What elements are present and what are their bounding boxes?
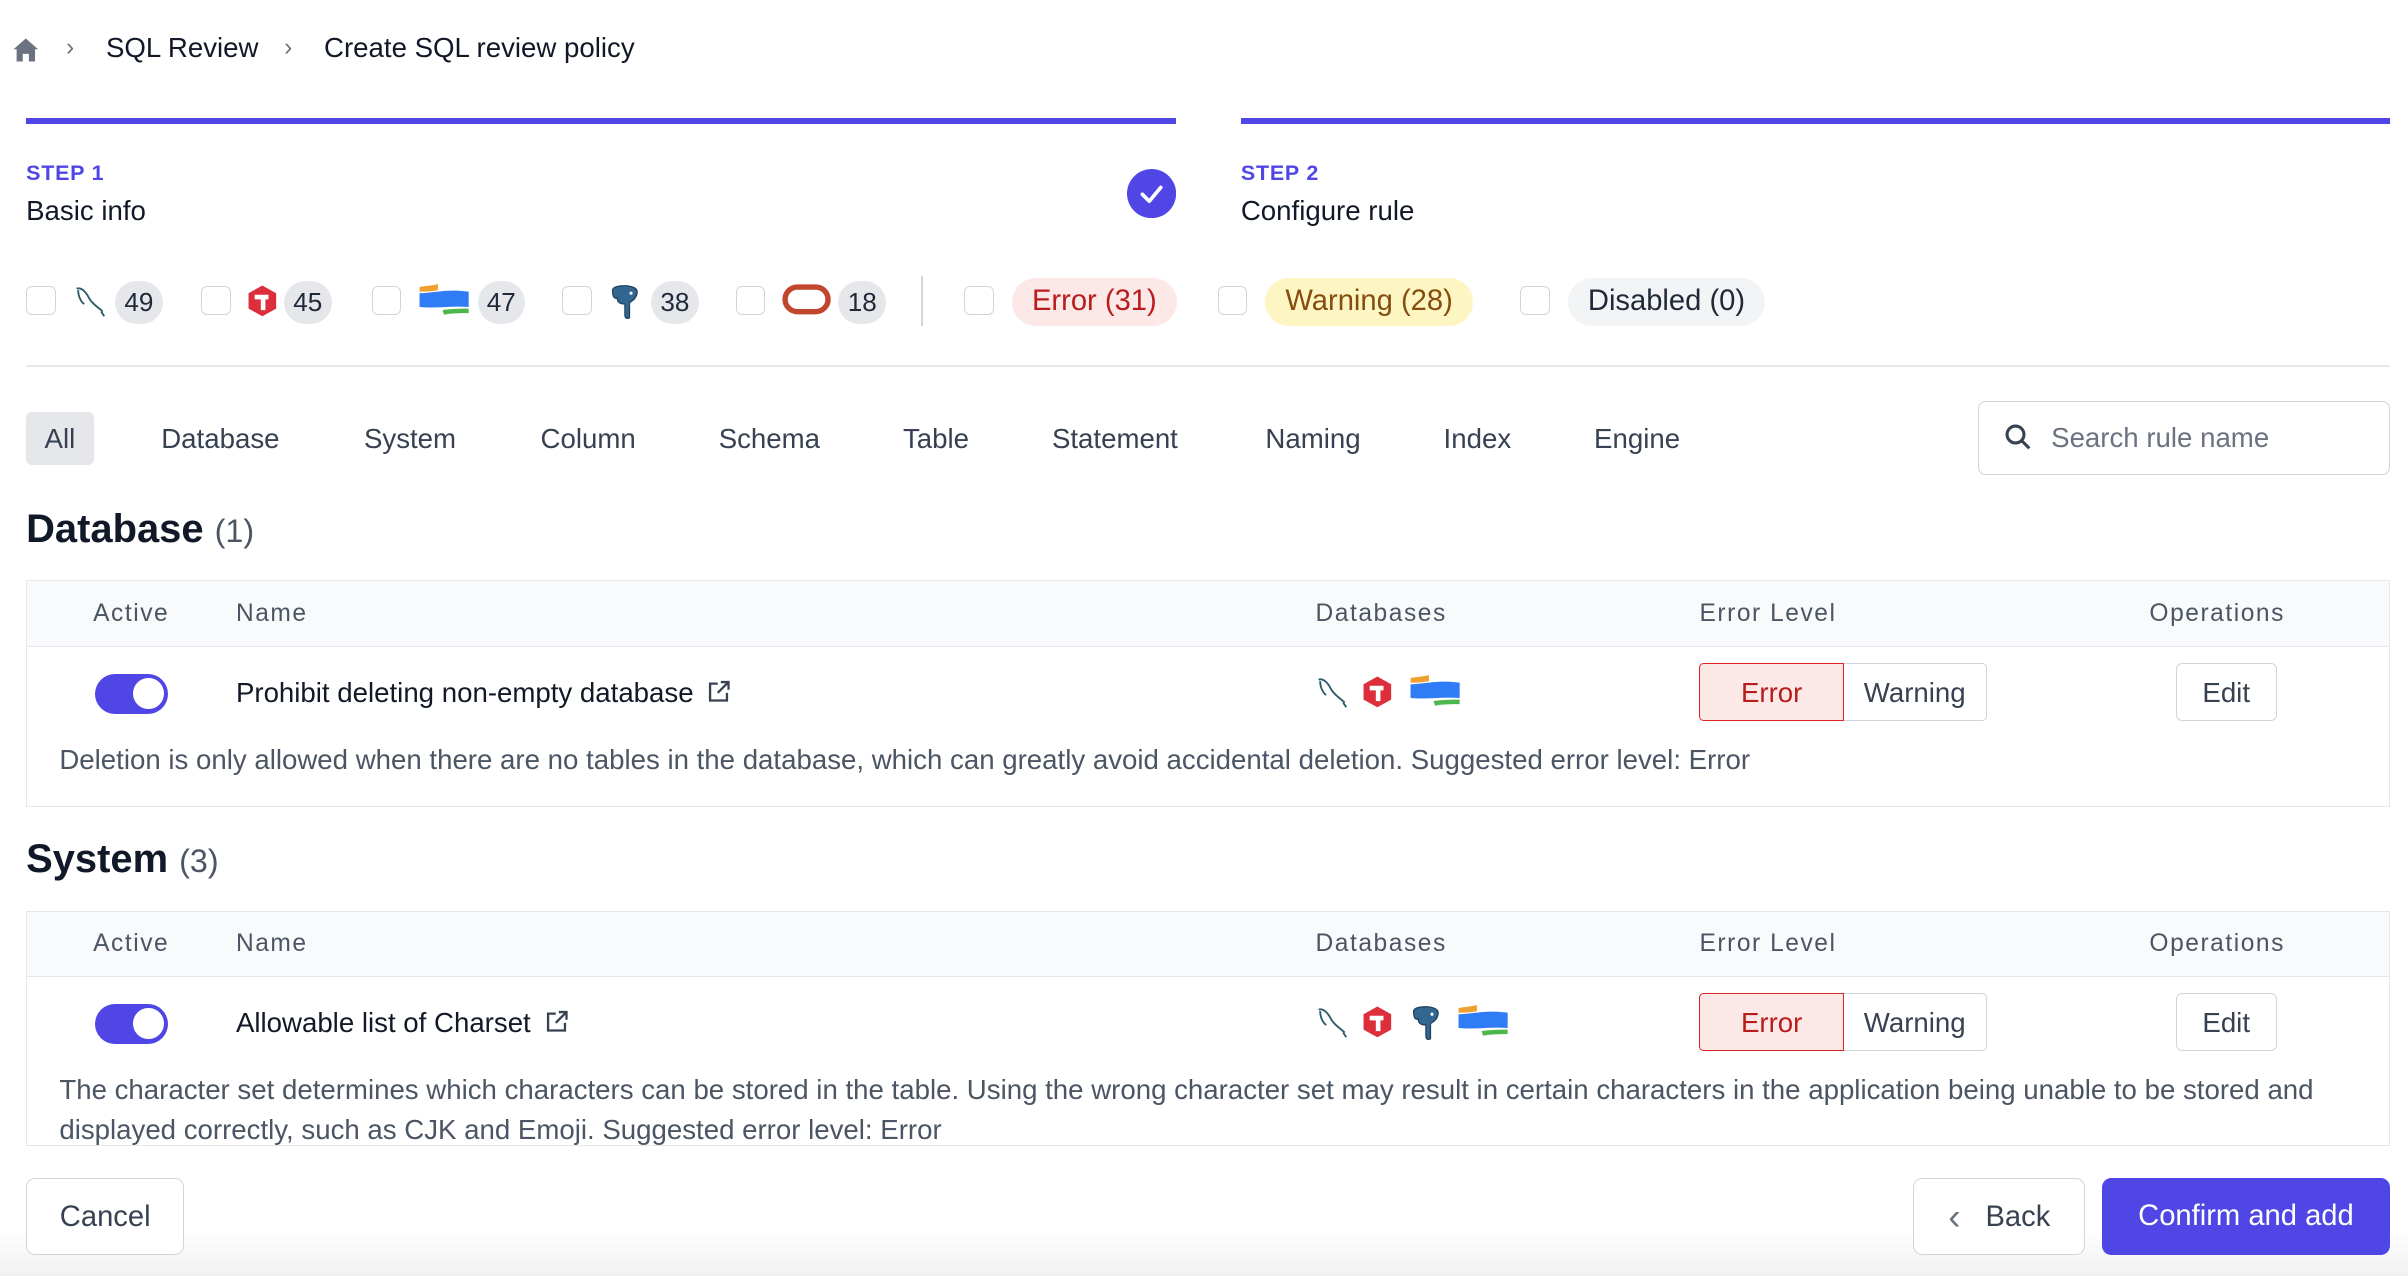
rules-table: Active Name Databases Error Level Operations… — [26, 580, 2390, 807]
oceanbase-icon — [1457, 1005, 1509, 1043]
divider — [26, 365, 2390, 368]
chevron-right-icon: › — [66, 33, 75, 61]
error-level-error-button[interactable]: Error — [1699, 662, 1844, 722]
col-active: Active — [93, 930, 170, 958]
tab-engine[interactable]: Engine — [1594, 422, 1681, 454]
back-button[interactable]: ‹ Back — [1913, 1177, 2086, 1255]
col-error-level: Error Level — [1699, 599, 1837, 627]
col-operations: Operations — [2149, 599, 2285, 627]
check-circle-icon — [1127, 168, 1177, 219]
col-databases: Databases — [1315, 599, 1447, 627]
rule-description: The character set determines which chara… — [59, 1073, 2314, 1145]
active-toggle[interactable] — [94, 1003, 169, 1044]
mysql-icon — [1314, 675, 1348, 716]
error-level-warning-button[interactable]: Warning — [1843, 662, 1987, 722]
table-header: Active Name Databases Error Level Operations — [27, 581, 2389, 647]
disabled-filter-checkbox[interactable] — [1520, 285, 1550, 316]
postgres-count-badge: 38 — [651, 281, 699, 325]
col-name: Name — [235, 599, 308, 627]
active-toggle[interactable] — [94, 673, 169, 714]
step1-title[interactable]: Basic info — [26, 195, 146, 227]
postgres-icon — [608, 284, 642, 328]
mysql-icon — [72, 284, 106, 325]
oceanbase-icon — [1409, 675, 1461, 713]
edit-button[interactable]: Edit — [2175, 662, 2277, 722]
section-count: (1) — [214, 512, 255, 549]
chevron-left-icon: ‹ — [1948, 1195, 1961, 1237]
edit-button[interactable]: Edit — [2175, 993, 2277, 1052]
oceanbase-filter-checkbox[interactable] — [371, 285, 402, 316]
disabled-filter-badge[interactable]: Disabled (0) — [1567, 277, 1766, 326]
oracle-icon — [782, 284, 831, 322]
col-active: Active — [93, 599, 170, 627]
tidb-filter-checkbox[interactable] — [201, 285, 231, 316]
error-level-warning-button[interactable]: Warning — [1843, 993, 1987, 1052]
rule-name-link[interactable]: Allowable list of Charset — [236, 1007, 569, 1039]
oceanbase-count-badge: 47 — [477, 281, 526, 325]
cancel-button[interactable]: Cancel — [26, 1177, 185, 1255]
tab-column[interactable]: Column — [540, 422, 636, 454]
section-database-heading: Database (1) — [26, 506, 255, 551]
mysql-filter-checkbox[interactable] — [26, 285, 56, 316]
back-label: Back — [1985, 1200, 2051, 1233]
rule-description: Deletion is only allowed when there are … — [59, 743, 1751, 775]
section-system-heading: System (3) — [26, 836, 219, 881]
step2-bar — [1240, 118, 2390, 125]
tidb-icon — [1362, 1005, 1393, 1046]
oceanbase-icon — [418, 284, 470, 322]
tidb-count-badge: 45 — [284, 281, 332, 325]
section-count: (3) — [179, 842, 219, 879]
postgres-filter-checkbox[interactable] — [562, 285, 592, 316]
tab-index[interactable]: Index — [1443, 422, 1512, 454]
tab-statement[interactable]: Statement — [1051, 422, 1178, 454]
tidb-icon — [247, 284, 278, 325]
oracle-filter-checkbox[interactable] — [735, 285, 766, 316]
col-error-level: Error Level — [1699, 930, 1837, 958]
search-input[interactable]: Search rule name — [1977, 400, 2390, 475]
external-link-icon[interactable] — [545, 1009, 570, 1034]
search-placeholder: Search rule name — [2051, 421, 2270, 453]
confirm-and-add-button[interactable]: Confirm and add — [2102, 1177, 2390, 1255]
postgres-icon — [1409, 1005, 1443, 1049]
step1-bar — [26, 118, 1177, 125]
chevron-right-icon: › — [284, 33, 293, 61]
table-header: Active Name Databases Error Level Operations — [27, 911, 2389, 978]
warning-filter-badge[interactable]: Warning (28) — [1265, 277, 1473, 326]
divider — [921, 276, 923, 326]
col-databases: Databases — [1315, 930, 1447, 958]
error-filter-badge[interactable]: Error (31) — [1012, 277, 1177, 326]
search-icon — [2005, 424, 2030, 450]
warning-filter-checkbox[interactable] — [1217, 285, 1248, 316]
tab-naming[interactable]: Naming — [1265, 422, 1361, 454]
tab-table[interactable]: Table — [902, 422, 970, 454]
rules-table: Active Name Databases Error Level Operations… — [26, 910, 2390, 1147]
rule-name-link[interactable]: Prohibit deleting non-empty database — [236, 677, 732, 709]
error-filter-checkbox[interactable] — [964, 285, 995, 316]
error-level-error-button[interactable]: Error — [1699, 993, 1844, 1052]
tab-all[interactable]: All — [26, 411, 94, 466]
step2-label: STEP 2 — [1240, 161, 1320, 186]
oracle-count-badge: 18 — [838, 281, 886, 325]
tab-database[interactable]: Database — [161, 422, 280, 454]
mysql-count-badge: 49 — [115, 281, 163, 325]
breadcrumb-current: Create SQL review policy — [324, 32, 635, 64]
mysql-icon — [1314, 1005, 1348, 1046]
step2-title: Configure rule — [1240, 195, 1415, 227]
tidb-icon — [1362, 675, 1393, 716]
tab-schema[interactable]: Schema — [718, 422, 821, 454]
col-operations: Operations — [2149, 930, 2285, 958]
external-link-icon[interactable] — [707, 679, 732, 704]
home-icon[interactable] — [12, 37, 40, 63]
tab-system[interactable]: System — [363, 422, 457, 454]
breadcrumb-sql-review[interactable]: SQL Review — [105, 32, 259, 64]
step1-label: STEP 1 — [26, 161, 105, 186]
col-name: Name — [235, 930, 308, 958]
